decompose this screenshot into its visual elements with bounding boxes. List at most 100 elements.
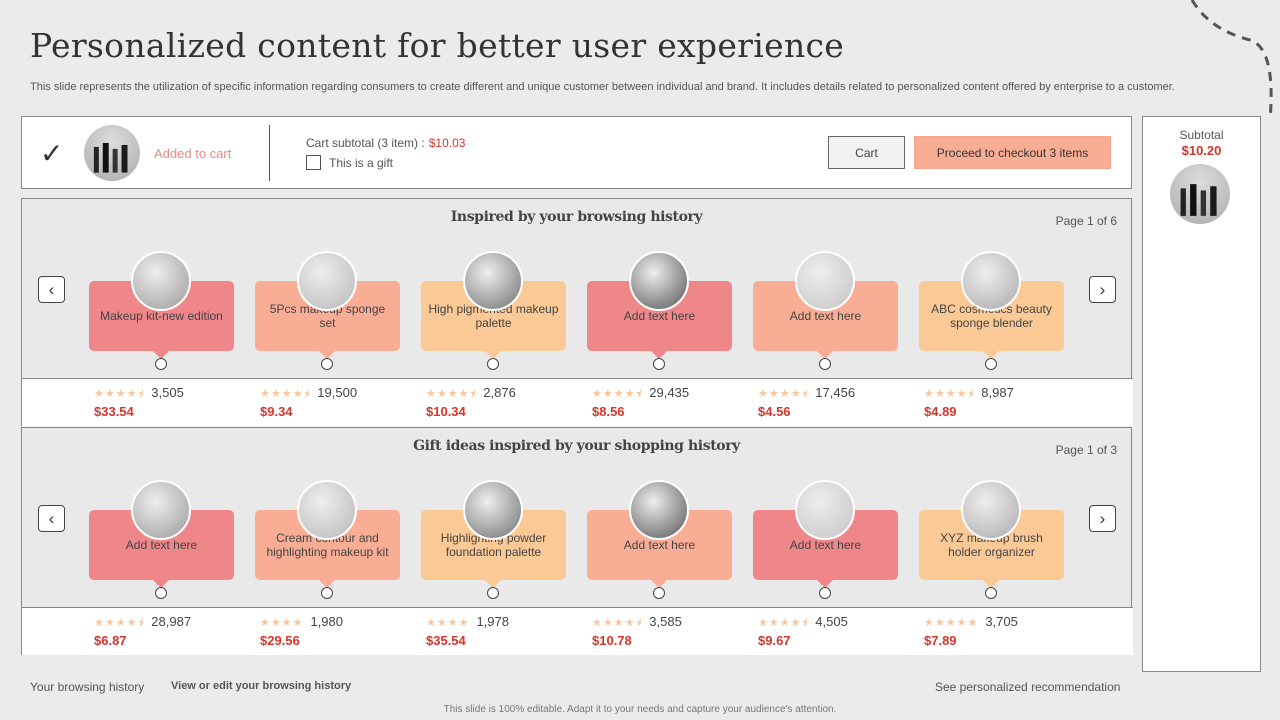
added-to-cart-label: Added to cart [154, 146, 232, 161]
rating-count: 3,585 [649, 614, 682, 629]
ratings-strip: ★★★★⯨ 28,987 $6.87 ★★★★ 1,980 $29.56 ★★★★ 1,978… [22, 607, 1133, 655]
product-thumbnail [795, 251, 855, 311]
rating-count: 1,980 [310, 614, 343, 629]
select-radio[interactable] [487, 587, 499, 599]
select-radio[interactable] [985, 358, 997, 370]
editable-note: This slide is 100% editable. Adapt it to… [443, 704, 837, 715]
product-rating: ★★★★⯨ 19,500 [260, 385, 357, 404]
section-title: Gift ideas inspired by your shopping his… [413, 438, 740, 454]
star-rating-icon: ★★★★⯨ [924, 388, 975, 400]
star-rating-icon: ★★★★ [260, 617, 304, 629]
select-radio[interactable] [653, 587, 665, 599]
product-price: $29.56 [260, 633, 300, 648]
cart-bar: ✓ Added to cart Cart subtotal (3 item) :… [21, 116, 1132, 189]
product-thumbnail [297, 480, 357, 540]
select-radio[interactable] [155, 587, 167, 599]
star-rating-icon: ★★★★⯨ [592, 388, 643, 400]
star-rating-icon: ★★★★ [426, 617, 470, 629]
rating-count: 2,876 [483, 385, 516, 400]
recommendation-link[interactable]: See personalized recommendation [935, 680, 1121, 694]
chevron-right-icon[interactable]: › [1089, 505, 1116, 532]
rating-count: 19,500 [317, 385, 358, 400]
product-rating: ★★★★⯨ 29,435 [592, 385, 689, 404]
product-price: $9.34 [260, 404, 293, 419]
divider [269, 125, 270, 181]
product-price: $6.87 [94, 633, 127, 648]
cart-subtotal: Cart subtotal (3 item) : $10.03 [306, 136, 465, 150]
page-subtitle: This slide represents the utilization of… [30, 81, 1175, 93]
product-price: $10.34 [426, 404, 466, 419]
select-radio[interactable] [321, 358, 333, 370]
gift-option[interactable]: This is a gift [306, 155, 393, 170]
product-rating: ★★★★⯨ 28,987 [94, 614, 191, 633]
product-label: Add text here [789, 309, 862, 323]
page-indicator: Page 1 of 3 [1055, 443, 1117, 457]
product-rating: ★★★★⯨ 17,456 [758, 385, 855, 404]
product-label: Add text here [623, 538, 696, 552]
rating-count: 4,505 [815, 614, 848, 629]
rating-count: 29,435 [649, 385, 690, 400]
subtotal-thumbnail [1170, 164, 1230, 224]
select-radio[interactable] [819, 587, 831, 599]
subtotal-panel: Subtotal $10.20 [1142, 116, 1261, 672]
product-label: Add text here [125, 538, 198, 552]
select-radio[interactable] [155, 358, 167, 370]
product-price: $9.67 [758, 633, 791, 648]
product-rating: ★★★★⯨ 2,876 [426, 385, 516, 404]
product-rating: ★★★★ 1,978 [426, 614, 509, 629]
select-radio[interactable] [819, 358, 831, 370]
product-label: Highlighting powder foundation palette [440, 531, 547, 559]
chevron-left-icon[interactable]: ‹ [38, 276, 65, 303]
checkout-button[interactable]: Proceed to checkout 3 items [914, 136, 1111, 169]
rating-count: 8,987 [981, 385, 1014, 400]
product-price: $10.78 [592, 633, 632, 648]
product-price: $4.89 [924, 404, 957, 419]
star-rating-icon: ★★★★⯨ [758, 617, 809, 629]
subtotal-value: $10.20 [1181, 143, 1222, 158]
browsing-history-link[interactable]: Your browsing history [30, 680, 145, 694]
cart-button[interactable]: Cart [828, 136, 905, 169]
gift-checkbox[interactable] [306, 155, 321, 170]
chevron-left-icon[interactable]: ‹ [38, 505, 65, 532]
select-radio[interactable] [321, 587, 333, 599]
star-rating-icon: ★★★★⯨ [260, 388, 311, 400]
cart-item-thumbnail [84, 125, 140, 181]
product-price: $33.54 [94, 404, 134, 419]
star-rating-icon: ★★★★⯨ [94, 617, 145, 629]
product-label: Add text here [789, 538, 862, 552]
gift-ideas-section: Gift ideas inspired by your shopping his… [21, 427, 1133, 655]
star-rating-icon: ★★★★⯨ [426, 388, 477, 400]
star-rating-icon: ★★★★⯨ [758, 388, 809, 400]
star-rating-icon: ★★★★⯨ [592, 617, 643, 629]
section-title: Inspired by your browsing history [450, 209, 703, 225]
star-rating-icon: ★★★★⯨ [94, 388, 145, 400]
select-radio[interactable] [487, 358, 499, 370]
product-rating: ★★★★⯨ 4,505 [758, 614, 848, 633]
dashed-decoration [1190, 0, 1273, 121]
product-rating: ★★★★★ 3,705 [924, 614, 1018, 629]
cart-subtotal-value: $10.03 [428, 136, 466, 150]
select-radio[interactable] [985, 587, 997, 599]
product-rating: ★★★★⯨ 8,987 [924, 385, 1014, 404]
select-radio[interactable] [653, 358, 665, 370]
rating-count: 1,978 [476, 614, 509, 629]
product-thumbnail [463, 251, 523, 311]
page-indicator: Page 1 of 6 [1055, 214, 1117, 228]
product-thumbnail [131, 251, 191, 311]
product-rating: ★★★★⯨ 3,505 [94, 385, 184, 404]
product-thumbnail [961, 480, 1021, 540]
chevron-right-icon[interactable]: › [1089, 276, 1116, 303]
product-thumbnail [297, 251, 357, 311]
product-thumbnail [961, 251, 1021, 311]
product-rating: ★★★★ 1,980 [260, 614, 343, 629]
edit-history-link[interactable]: View or edit your browsing history [171, 680, 352, 692]
product-price: $8.56 [592, 404, 625, 419]
rating-count: 3,505 [151, 385, 184, 400]
product-thumbnail [463, 480, 523, 540]
rating-count: 3,705 [985, 614, 1018, 629]
product-thumbnail [795, 480, 855, 540]
subtotal-label: Subtotal [1179, 128, 1224, 142]
product-price: $7.89 [924, 633, 957, 648]
product-price: $35.54 [426, 633, 466, 648]
star-rating-icon: ★★★★★ [924, 617, 979, 629]
